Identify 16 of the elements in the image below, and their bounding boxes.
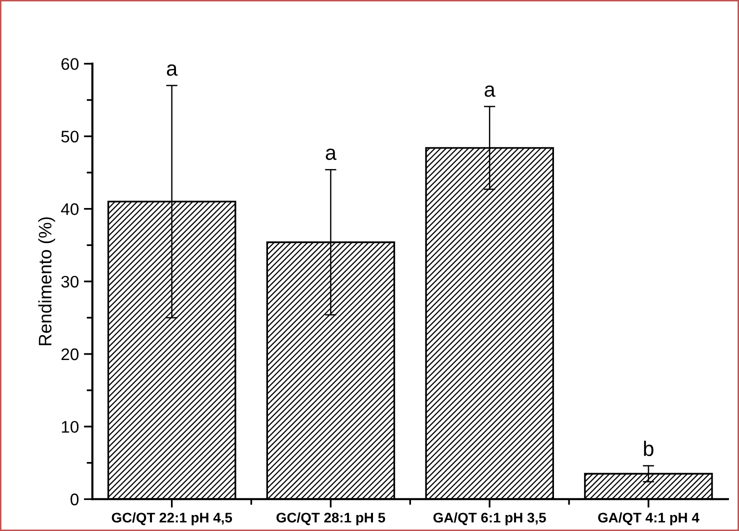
y-tick-label: 30 xyxy=(61,276,79,288)
x-tick-label: GA/QT 4:1 pH 4 xyxy=(598,512,700,526)
x-tick-label: GC/QT 22:1 pH 4,5 xyxy=(112,512,232,526)
annotation: a xyxy=(166,64,178,76)
y-tick-label: 40 xyxy=(61,203,79,216)
annotation: a xyxy=(326,148,336,160)
y-tick-label: 60 xyxy=(61,58,79,70)
y-tick-label: 10 xyxy=(62,420,79,433)
y-axis-title: Rendimento (%) xyxy=(38,217,56,346)
x-tick-label: GA/QT 6:1 pH 3,5 xyxy=(433,512,546,526)
y-tick-label: 20 xyxy=(61,348,79,360)
x-tick-label: GC/QT 28:1 pH 5 xyxy=(276,512,386,526)
annotation: a xyxy=(484,85,496,97)
annotation: b xyxy=(644,440,654,456)
y-tick-label: 50 xyxy=(61,130,79,142)
y-tick-label: 0 xyxy=(70,494,79,506)
